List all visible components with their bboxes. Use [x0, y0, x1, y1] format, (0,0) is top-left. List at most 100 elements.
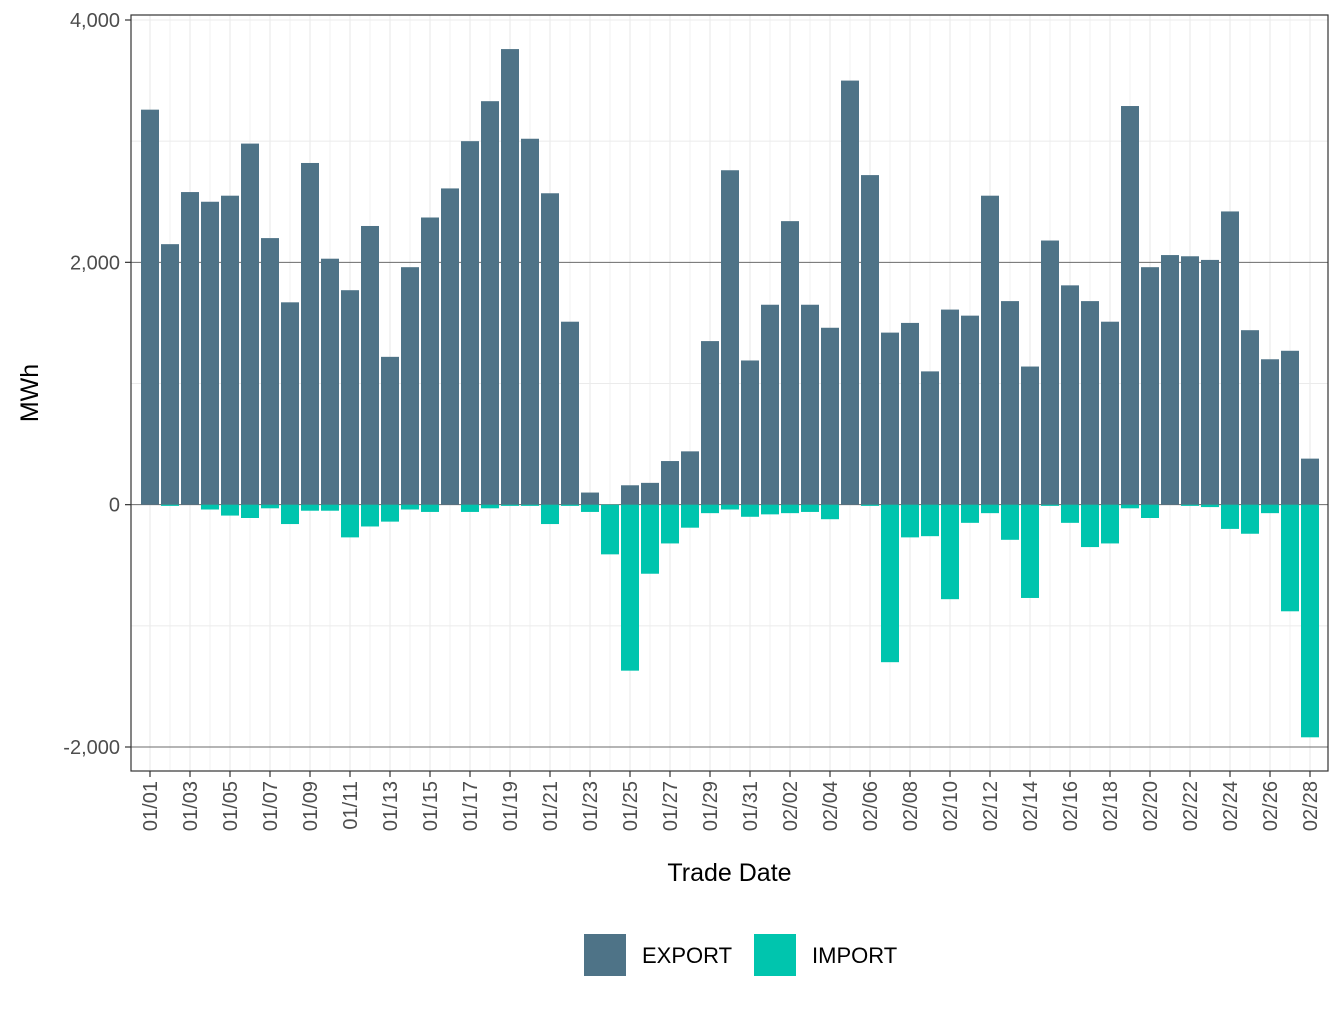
export-bar	[741, 360, 759, 505]
import-bar	[901, 504, 919, 538]
export-bar	[141, 109, 159, 505]
import-bar	[1001, 504, 1019, 540]
x-tick-label: 01/03	[180, 781, 202, 831]
export-bar	[1021, 366, 1039, 505]
export-bar	[541, 193, 559, 505]
import-bar	[221, 504, 239, 516]
y-tick-label: 2,000	[70, 252, 120, 274]
export-bar	[1181, 256, 1199, 505]
export-bar	[341, 290, 359, 505]
export-bar	[221, 195, 239, 505]
export-bar	[681, 451, 699, 505]
export-bar	[461, 141, 479, 505]
legend-label-export: EXPORT	[642, 943, 732, 968]
export-bar	[1141, 267, 1159, 505]
x-tick-label: 01/05	[220, 781, 242, 831]
import-bar	[201, 504, 219, 510]
export-bar	[1281, 350, 1299, 505]
import-bar	[781, 504, 799, 514]
export-bar	[1061, 285, 1079, 505]
import-bar	[941, 504, 959, 600]
import-bar	[381, 504, 399, 522]
export-bar	[1261, 359, 1279, 505]
export-bar	[501, 49, 519, 505]
x-tick-label: 02/04	[820, 781, 842, 831]
y-tick-label: -2,000	[63, 737, 120, 759]
export-bar	[481, 101, 499, 505]
panel-border	[130, 14, 1329, 772]
export-bar	[1001, 301, 1019, 505]
export-bar	[1301, 458, 1319, 505]
import-bar	[621, 504, 639, 671]
import-bar	[641, 504, 659, 574]
import-bar	[401, 504, 419, 510]
import-bar	[581, 504, 599, 512]
axes-layer: 4,000 2,000 0 -2,000 01/01 01/03 01/05 01/07 01/…	[16, 10, 1329, 887]
import-bar	[701, 504, 719, 514]
export-bar	[281, 302, 299, 505]
import-bar	[1121, 504, 1139, 509]
import-bar	[961, 504, 979, 523]
export-bar	[361, 225, 379, 505]
export-bar	[321, 258, 339, 505]
legend-label-import: IMPORT	[812, 943, 897, 968]
import-bar	[241, 504, 259, 518]
import-bar	[681, 504, 699, 528]
export-bar	[261, 238, 279, 505]
export-bar	[581, 492, 599, 505]
import-bar	[501, 504, 519, 506]
import-bar	[561, 504, 579, 506]
import-bar	[801, 504, 819, 512]
x-tick-label: 02/10	[940, 781, 962, 831]
x-tick-label: 01/29	[700, 781, 722, 831]
import-bar	[601, 504, 619, 555]
import-bar	[341, 504, 359, 538]
import-bar	[541, 504, 559, 525]
export-bar	[721, 170, 739, 505]
x-tick-label: 01/31	[740, 781, 762, 831]
export-bar	[1081, 301, 1099, 505]
x-tick-label: 02/08	[900, 781, 922, 831]
import-bar	[261, 504, 279, 509]
y-axis-title: MWh	[16, 364, 44, 422]
import-bar	[721, 504, 739, 510]
x-tick-label: 02/20	[1140, 781, 1162, 831]
import-bar	[861, 504, 879, 506]
export-bar	[761, 304, 779, 505]
export-bar	[1041, 240, 1059, 505]
legend: EXPORT IMPORT	[584, 934, 897, 976]
import-bar	[1141, 504, 1159, 518]
x-tick-label: 02/02	[780, 781, 802, 831]
x-tick-label: 02/06	[860, 781, 882, 831]
import-bar	[361, 504, 379, 527]
x-tick-label: 01/17	[460, 781, 482, 831]
legend-key-import	[754, 934, 796, 976]
import-bar	[1221, 504, 1239, 529]
export-bar	[301, 162, 319, 505]
export-bar	[701, 341, 719, 505]
export-bar	[381, 356, 399, 505]
x-tick-label: 01/15	[420, 781, 442, 831]
import-bar	[881, 504, 899, 663]
import-bar	[1101, 504, 1119, 544]
export-bar	[1121, 106, 1139, 505]
export-bar	[861, 175, 879, 505]
import-bar	[1061, 504, 1079, 523]
export-bar	[441, 188, 459, 505]
y-tick-label: 4,000	[70, 10, 120, 32]
export-bar	[561, 321, 579, 505]
x-tick-label: 01/07	[260, 781, 282, 831]
export-bar	[781, 221, 799, 505]
import-bar	[661, 504, 679, 544]
x-tick-label: 02/26	[1260, 781, 1282, 831]
export-bar	[641, 482, 659, 505]
export-bar	[961, 315, 979, 505]
x-tick-label: 01/19	[500, 781, 522, 831]
import-bar	[741, 504, 759, 517]
legend-key-export	[584, 934, 626, 976]
x-tick-label: 02/22	[1180, 781, 1202, 831]
import-bar	[1261, 504, 1279, 514]
export-bar	[881, 332, 899, 505]
